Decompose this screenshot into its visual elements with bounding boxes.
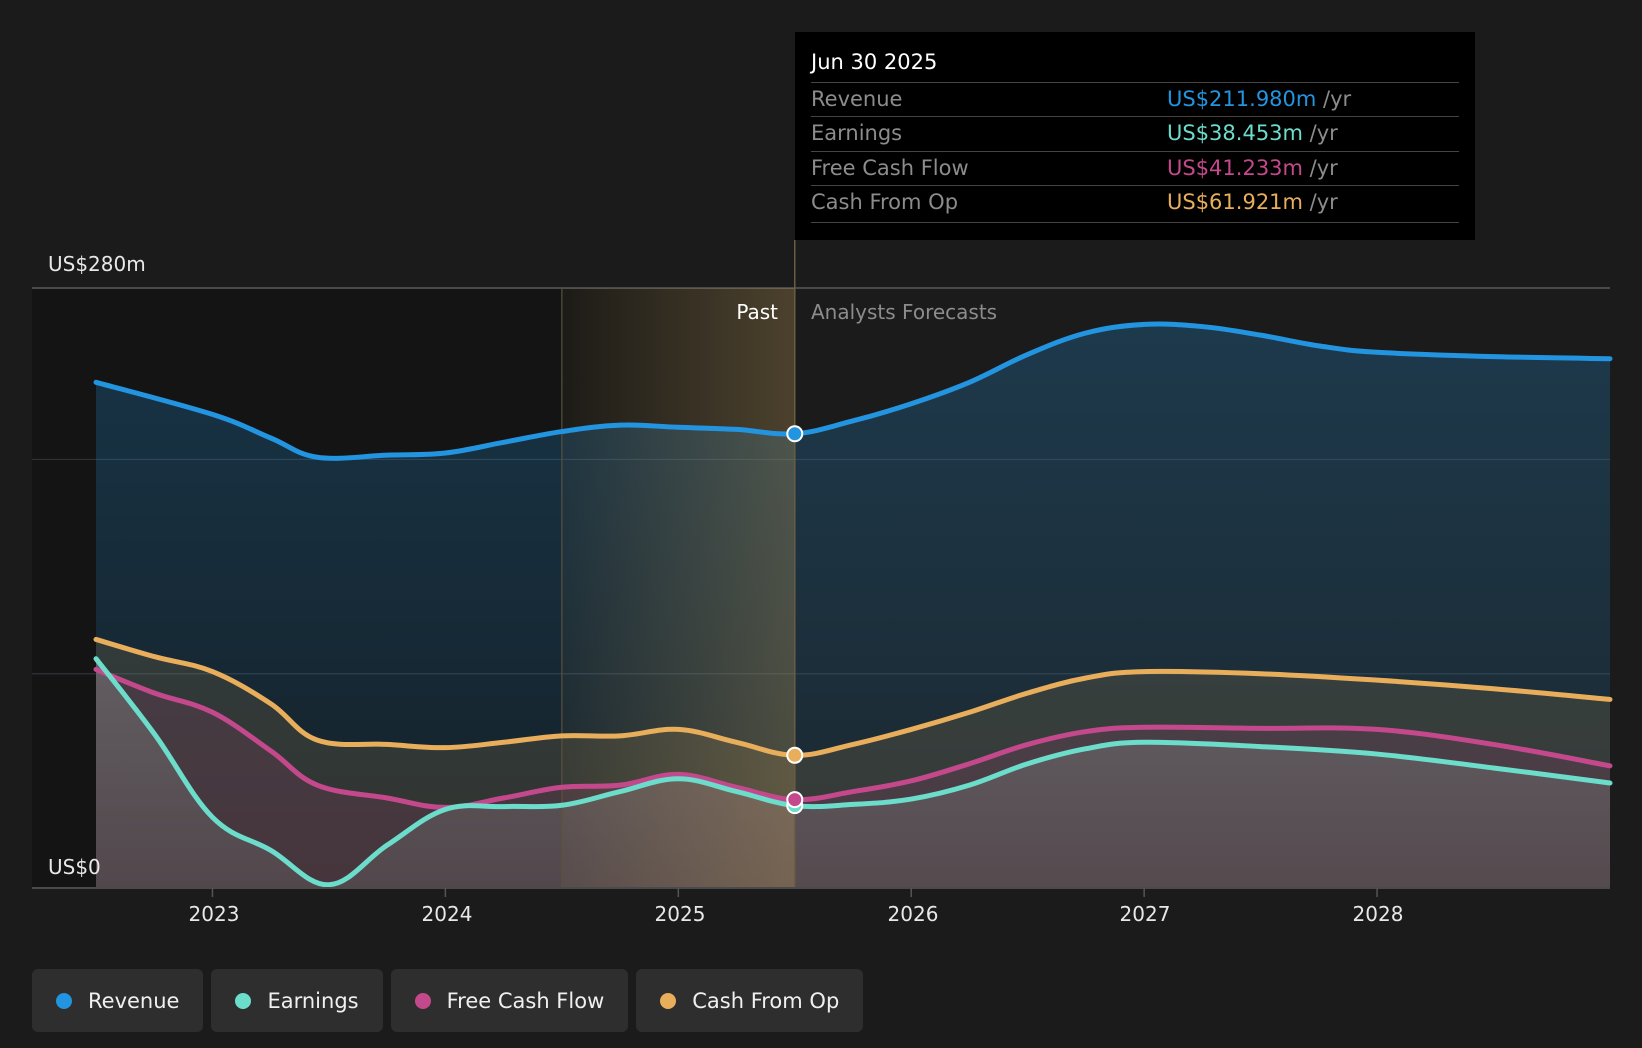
legend-dot-icon [235,992,252,1009]
legend-label: Cash From Op [692,988,840,1013]
series-line-revenue [93,321,1613,461]
series-line-earnings [93,656,1613,888]
tooltip: Jun 30 2025 Revenue US$211.980m /yr Earn… [795,32,1475,240]
tooltip-label: Free Cash Flow [811,156,969,180]
series-line-free-cash-flow [93,666,1613,810]
x-tick-label: 2026 [887,902,939,926]
legend-item-earnings[interactable]: Earnings [211,969,383,1032]
legend: Revenue Earnings Free Cash Flow Cash Fro… [32,969,864,1032]
x-tick-label: 2025 [654,902,706,926]
y-axis-label-zero: US$0 [48,855,101,879]
tooltip-row-free-cash-flow: Free Cash Flow US$41.233m /yr [811,151,1459,186]
tooltip-value: US$211.980m /yr [1167,87,1352,111]
x-tick-label: 2024 [421,902,473,926]
legend-dot-icon [414,992,431,1009]
x-tick-label: 2028 [1352,902,1404,926]
tooltip-value: US$38.453m /yr [1167,121,1338,145]
legend-label: Revenue [88,988,180,1013]
tooltip-value: US$41.233m /yr [1167,156,1338,180]
legend-item-cash-from-op[interactable]: Cash From Op [636,969,864,1032]
tooltip-row-cash-from-op: Cash From Op US$61.921m /yr [811,185,1459,220]
y-axis-label-max: US$280m [48,252,146,276]
tooltip-value: US$61.921m /yr [1167,190,1338,214]
forecast-label: Analysts Forecasts [811,300,998,324]
series-line-cash-from-op [93,636,1613,758]
x-tick-label: 2023 [188,902,240,926]
tooltip-row-revenue: Revenue US$211.980m /yr [811,82,1459,117]
legend-item-revenue[interactable]: Revenue [32,969,204,1032]
legend-dot-icon [660,992,677,1009]
tooltip-label: Earnings [811,121,903,145]
marker-revenue [786,425,804,443]
legend-item-free-cash-flow[interactable]: Free Cash Flow [390,969,629,1032]
legend-label: Free Cash Flow [446,988,605,1013]
legend-label: Earnings [267,988,359,1013]
earnings-area [96,658,1610,888]
tooltip-date: Jun 30 2025 [811,50,938,74]
tooltip-row-earnings: Earnings US$38.453m /yr [811,116,1459,151]
tooltip-divider [811,222,1459,223]
marker-cash-from-op [786,746,804,764]
x-tick-label: 2027 [1119,902,1171,926]
tooltip-label: Cash From Op [811,190,959,214]
legend-dot-icon [56,992,72,1009]
past-label: Past [736,300,778,324]
tooltip-label: Revenue [811,87,903,111]
marker-free-cash-flow [786,791,804,809]
